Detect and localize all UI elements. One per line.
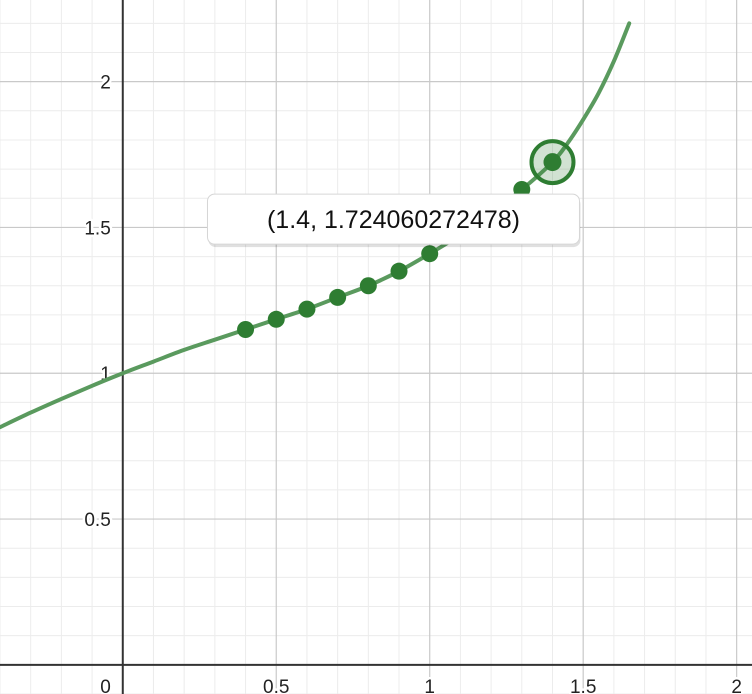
data-point[interactable] xyxy=(237,321,255,339)
point-tooltip: (1.4, 1.724060272478) xyxy=(206,193,581,248)
data-point[interactable] xyxy=(267,310,285,328)
x-tick-label: 0.5 xyxy=(263,677,289,694)
x-tick-label: 1 xyxy=(424,677,435,694)
y-tick-label: 1.5 xyxy=(84,218,110,239)
tooltip-box xyxy=(206,193,580,245)
highlight-layer[interactable] xyxy=(529,139,576,186)
y-tick-label: 1 xyxy=(100,364,111,385)
data-point[interactable] xyxy=(359,277,377,295)
x-tick-label: 0 xyxy=(100,677,111,694)
function-curve[interactable] xyxy=(0,21,632,430)
selected-point[interactable] xyxy=(543,153,562,172)
x-tick-label: 2 xyxy=(731,677,742,694)
data-point[interactable] xyxy=(298,300,316,318)
y-tick-label: 2 xyxy=(100,73,111,94)
x-tick-label: 1.5 xyxy=(570,677,596,694)
data-point[interactable] xyxy=(329,288,347,306)
data-point[interactable] xyxy=(390,262,408,280)
y-tick-label: 0.5 xyxy=(84,510,110,531)
y-tick-label: 0.5 xyxy=(84,510,110,531)
data-point[interactable] xyxy=(421,245,439,263)
x-tick-label: 2 xyxy=(731,677,742,694)
x-tick-label: 1.5 xyxy=(570,677,596,694)
y-tick-label: 2 xyxy=(100,73,111,94)
y-tick-label: 1.5 xyxy=(84,218,110,239)
x-tick-label: 0 xyxy=(100,677,111,694)
x-tick-label: 1 xyxy=(424,677,435,694)
tooltip-label: (1.4, 1.724060272478) xyxy=(267,206,520,234)
x-tick-label: 0.5 xyxy=(263,677,289,694)
curve-layer xyxy=(0,21,632,430)
